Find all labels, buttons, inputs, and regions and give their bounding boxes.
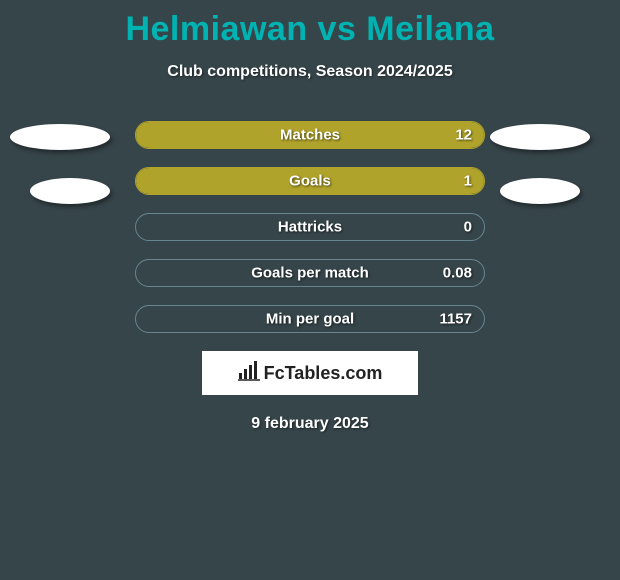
stat-rows: Matches 12 Goals 1 Hattricks 0 Goals per match…: [135, 121, 485, 333]
subtitle: Club competitions, Season 2024/2025: [0, 63, 620, 81]
decorative-ellipse: [10, 124, 110, 150]
stat-value: 1: [464, 173, 472, 190]
stat-label: Hattricks: [278, 219, 342, 236]
stat-row: Min per goal 1157: [135, 305, 485, 333]
stat-label: Matches: [280, 127, 340, 144]
stat-row: Goals 1: [135, 167, 485, 195]
page-title: Helmiawan vs Meilana: [0, 0, 620, 49]
stat-row: Matches 12: [135, 121, 485, 149]
stat-label: Goals: [289, 173, 331, 190]
date-text: 9 february 2025: [0, 415, 620, 433]
stat-row: Hattricks 0: [135, 213, 485, 241]
stat-label: Goals per match: [251, 265, 369, 282]
stat-label: Min per goal: [266, 311, 354, 328]
stat-value: 12: [455, 127, 472, 144]
stat-row: Goals per match 0.08: [135, 259, 485, 287]
stat-value: 0.08: [443, 265, 472, 282]
bar-chart-icon: [238, 361, 260, 386]
decorative-ellipse: [490, 124, 590, 150]
stat-value: 1157: [439, 311, 472, 328]
comparison-content: Matches 12 Goals 1 Hattricks 0 Goals per match…: [0, 121, 620, 433]
decorative-ellipse: [30, 178, 110, 204]
logo-text: FcTables.com: [264, 363, 383, 384]
decorative-ellipse: [500, 178, 580, 204]
logo-box: FcTables.com: [202, 351, 418, 395]
stat-value: 0: [464, 219, 472, 236]
